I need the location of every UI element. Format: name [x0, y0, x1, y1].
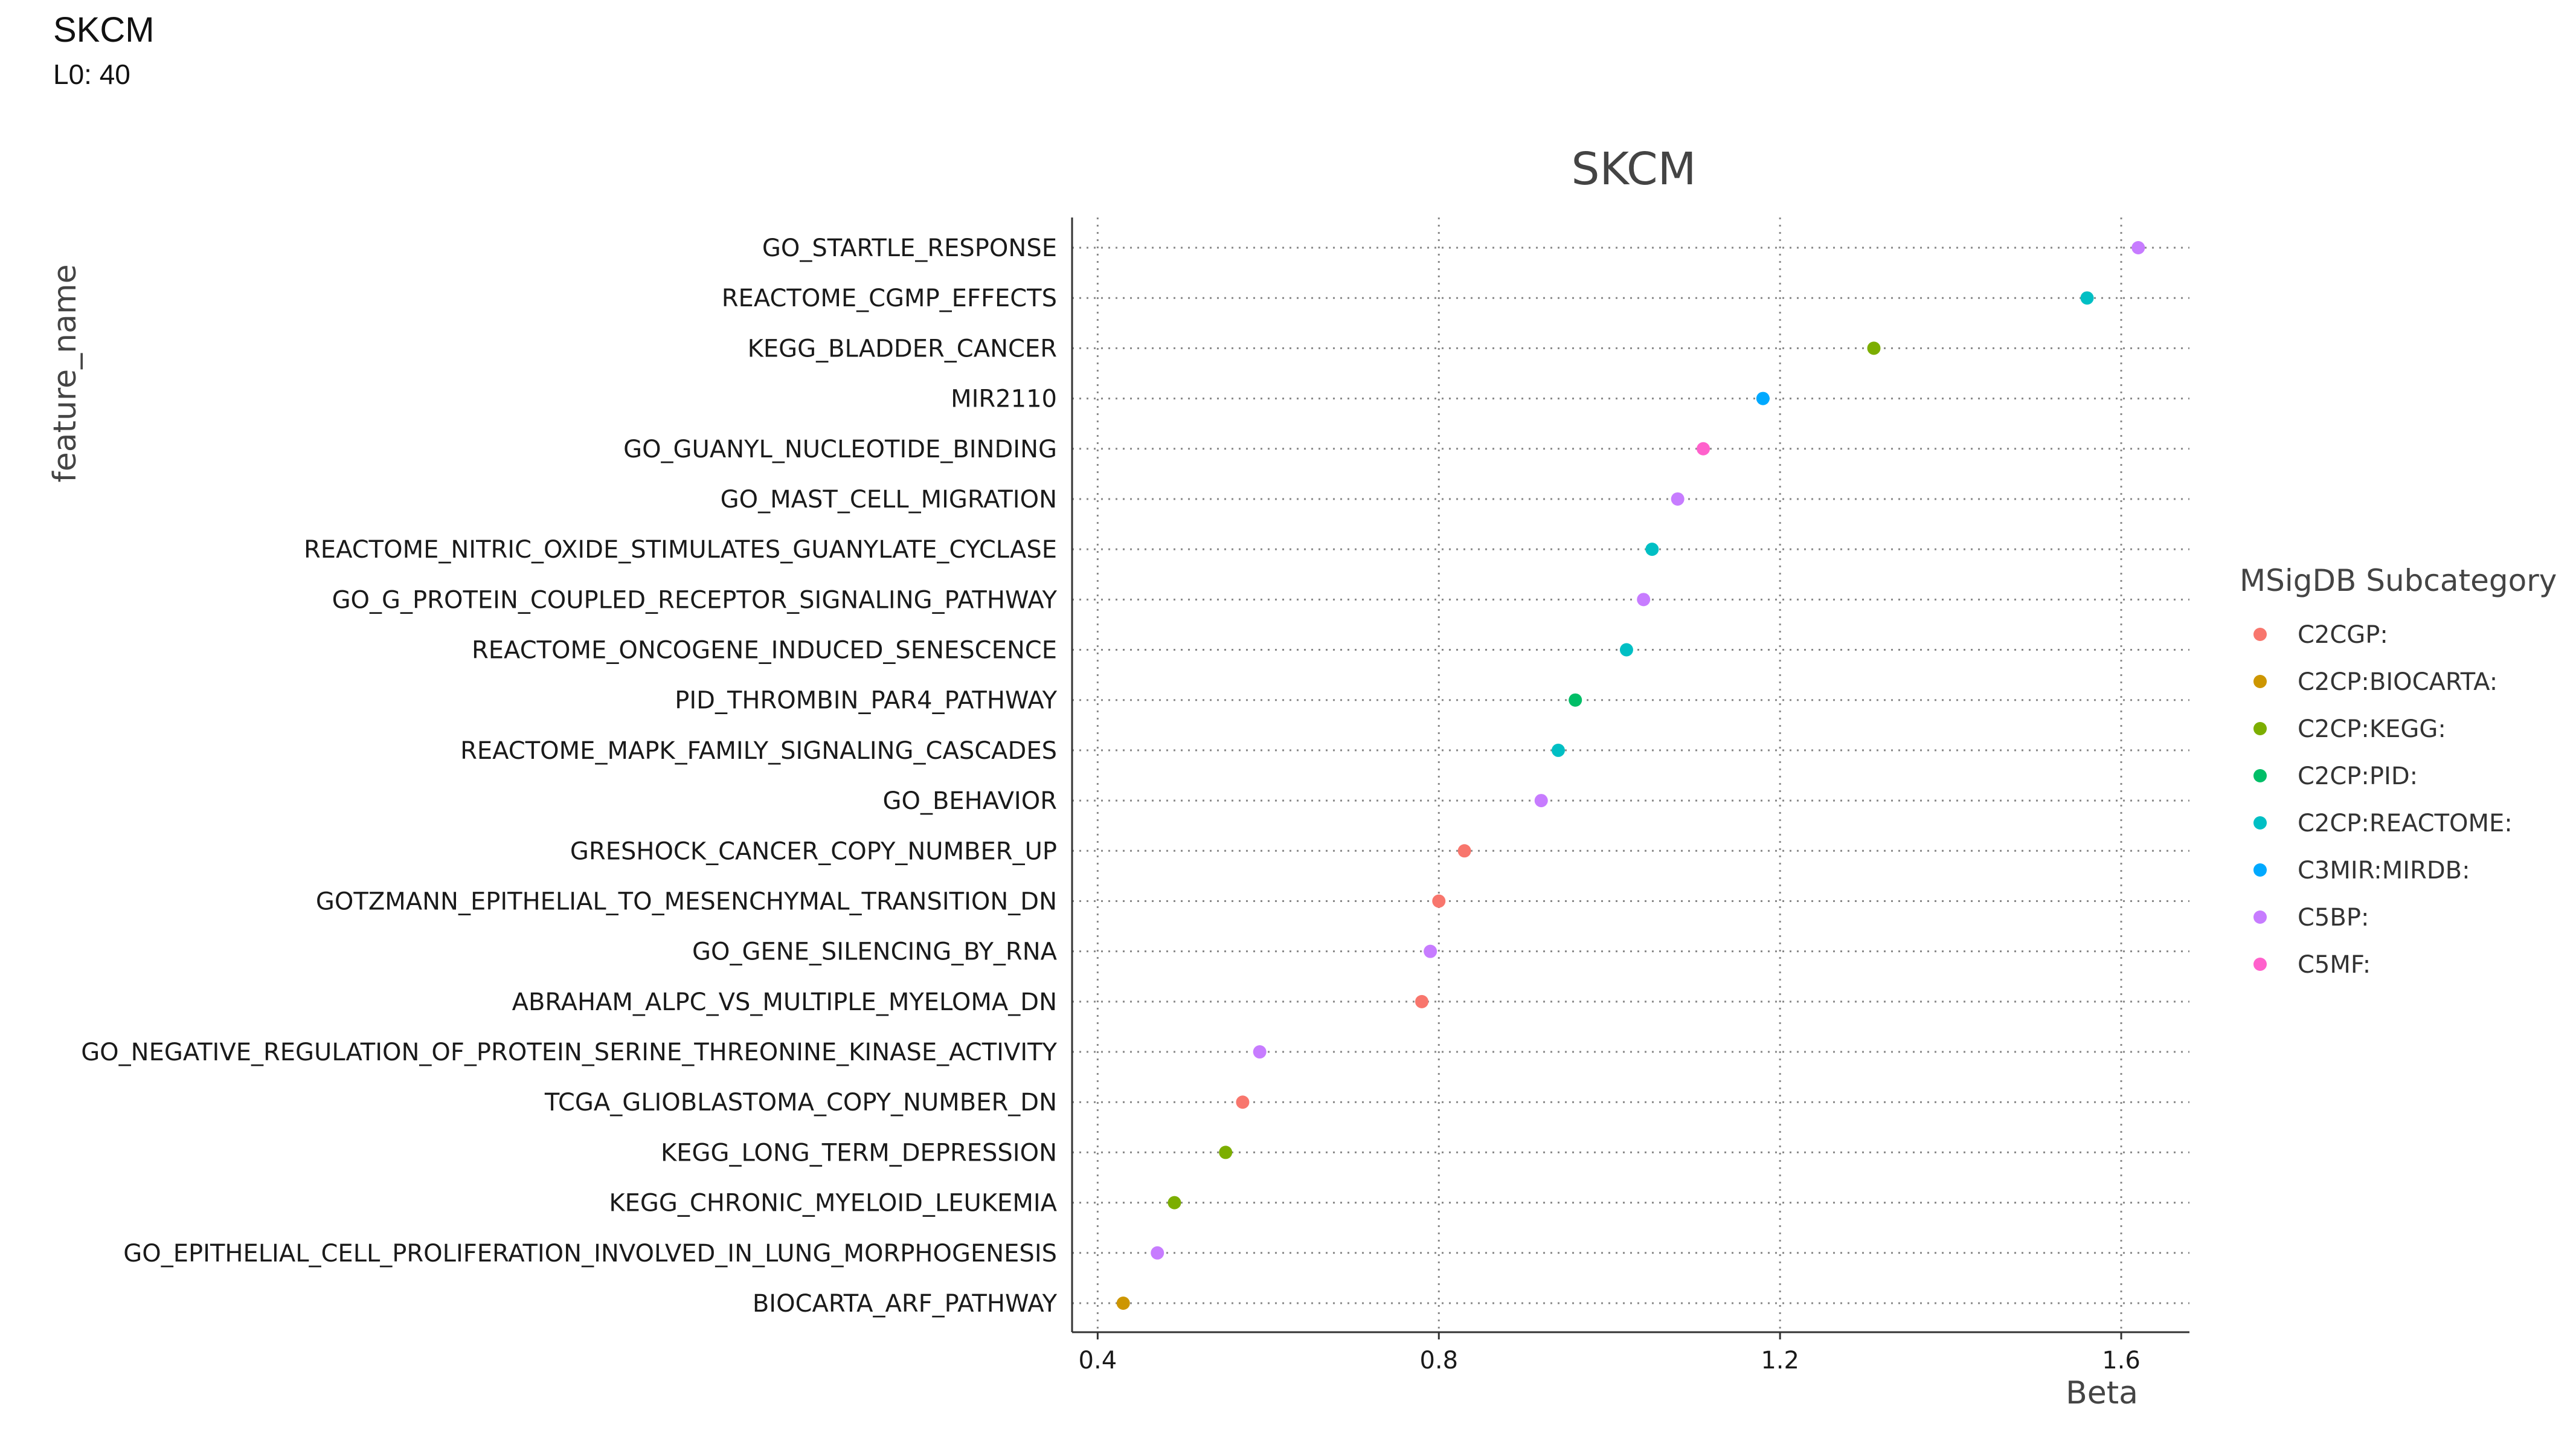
legend-label: C3MIR:MIRDB: — [2298, 857, 2470, 884]
legend-key — [2253, 675, 2267, 688]
y-tick-label: TCGA_GLIOBLASTOMA_COPY_NUMBER_DN — [544, 1089, 1057, 1116]
data-point — [1756, 392, 1770, 405]
legend-key — [2253, 628, 2267, 641]
legend-title: MSigDB Subcategory — [2240, 563, 2557, 598]
page-title: SKCM — [53, 10, 155, 50]
y-tick-label: GRESHOCK_CANCER_COPY_NUMBER_UP — [570, 837, 1057, 865]
legend-label: C2CGP: — [2298, 621, 2388, 649]
legend-key — [2253, 910, 2267, 924]
y-tick-labels: GO_STARTLE_RESPONSE REACTOME_CGMP_EFFECTS… — [81, 234, 1057, 1318]
y-tick-label: GOTZMANN_EPITHELIAL_TO_MESENCHYMAL_TRANS… — [316, 888, 1057, 915]
y-tick-label: GO_EPITHELIAL_CELL_PROLIFERATION_INVOLVE… — [123, 1240, 1057, 1268]
y-tick-label: GO_GUANYL_NUCLEOTIDE_BINDING — [623, 436, 1057, 463]
x-tick-label: 1.6 — [2102, 1347, 2141, 1374]
x-axis-label: Beta — [2066, 1375, 2138, 1411]
chart-title: SKCM — [1572, 143, 1697, 195]
x-tick-labels: 0.4 0.8 1.2 1.6 — [1079, 1332, 2141, 1374]
data-point — [1619, 643, 1633, 657]
legend-key — [2253, 863, 2267, 877]
data-point — [1551, 743, 1565, 757]
y-tick-label: GO_NEGATIVE_REGULATION_OF_PROTEIN_SERINE… — [81, 1039, 1057, 1066]
data-point — [1424, 944, 1437, 958]
legend-key — [2253, 816, 2267, 830]
axes — [1071, 218, 2189, 1333]
data-point — [1253, 1045, 1267, 1059]
data-point — [1671, 492, 1685, 506]
data-point — [1116, 1297, 1130, 1310]
data-point — [1534, 794, 1548, 808]
y-tick-label: GO_STARTLE_RESPONSE — [762, 234, 1057, 262]
data-point — [1569, 693, 1582, 707]
data-points — [1116, 241, 2145, 1310]
data-point — [1236, 1095, 1250, 1109]
legend-label: C5MF: — [2298, 951, 2371, 979]
data-point — [1457, 844, 1471, 858]
legend-label: C2CP:REACTOME: — [2298, 810, 2513, 837]
data-point — [1168, 1196, 1181, 1210]
x-tick-label: 1.2 — [1761, 1347, 1799, 1374]
data-point — [1415, 994, 1429, 1008]
data-point — [1637, 593, 1651, 607]
data-point — [2080, 291, 2094, 305]
data-point — [1432, 894, 1446, 908]
y-tick-label: KEGG_BLADDER_CANCER — [748, 335, 1057, 362]
y-tick-label: KEGG_LONG_TERM_DEPRESSION — [661, 1139, 1057, 1167]
legend-label: C5BP: — [2298, 904, 2369, 932]
y-tick-label: REACTOME_NITRIC_OXIDE_STIMULATES_GUANYLA… — [304, 536, 1057, 564]
y-tick-label: REACTOME_CGMP_EFFECTS — [722, 285, 1057, 312]
y-tick-label: MIR2110 — [951, 385, 1057, 413]
page-subtitle: L0: 40 — [53, 59, 130, 90]
y-axis-label: feature_name — [47, 264, 83, 482]
legend-key — [2253, 769, 2267, 782]
y-tick-label: REACTOME_ONCOGENE_INDUCED_SENESCENCE — [472, 637, 1057, 665]
data-point — [1697, 442, 1710, 456]
y-tick-label: ABRAHAM_ALPC_VS_MULTIPLE_MYELOMA_DN — [512, 988, 1057, 1016]
legend-key — [2253, 958, 2267, 971]
x-tick-label: 0.8 — [1419, 1347, 1458, 1374]
y-tick-label: GO_GENE_SILENCING_BY_RNA — [692, 938, 1058, 966]
y-tick-label: GO_MAST_CELL_MIGRATION — [721, 486, 1057, 514]
legend-key — [2253, 722, 2267, 735]
legend-label: C2CP:BIOCARTA: — [2298, 668, 2497, 696]
data-point — [1645, 543, 1659, 556]
legend-label: C2CP:PID: — [2298, 762, 2418, 790]
x-tick-label: 0.4 — [1079, 1347, 1117, 1374]
grid — [1072, 218, 2189, 1332]
y-tick-label: KEGG_CHRONIC_MYELOID_LEUKEMIA — [609, 1190, 1057, 1217]
legend-label: C2CP:KEGG: — [2298, 715, 2446, 743]
y-tick-label: PID_THROMBIN_PAR4_PATHWAY — [675, 687, 1057, 715]
data-point — [1867, 341, 1881, 355]
y-tick-label: BIOCARTA_ARF_PATHWAY — [753, 1290, 1058, 1318]
y-tick-label: REACTOME_MAPK_FAMILY_SIGNALING_CASCADES — [460, 737, 1057, 765]
legend: MSigDB Subcategory C2CGP: C2CP:BIOCARTA: C… — [2240, 563, 2557, 979]
data-point — [1151, 1246, 1164, 1260]
y-tick-label: GO_BEHAVIOR — [882, 787, 1057, 815]
y-tick-label: GO_G_PROTEIN_COUPLED_RECEPTOR_SIGNALING_… — [332, 586, 1058, 614]
data-point — [2131, 241, 2145, 254]
data-point — [1219, 1146, 1233, 1159]
